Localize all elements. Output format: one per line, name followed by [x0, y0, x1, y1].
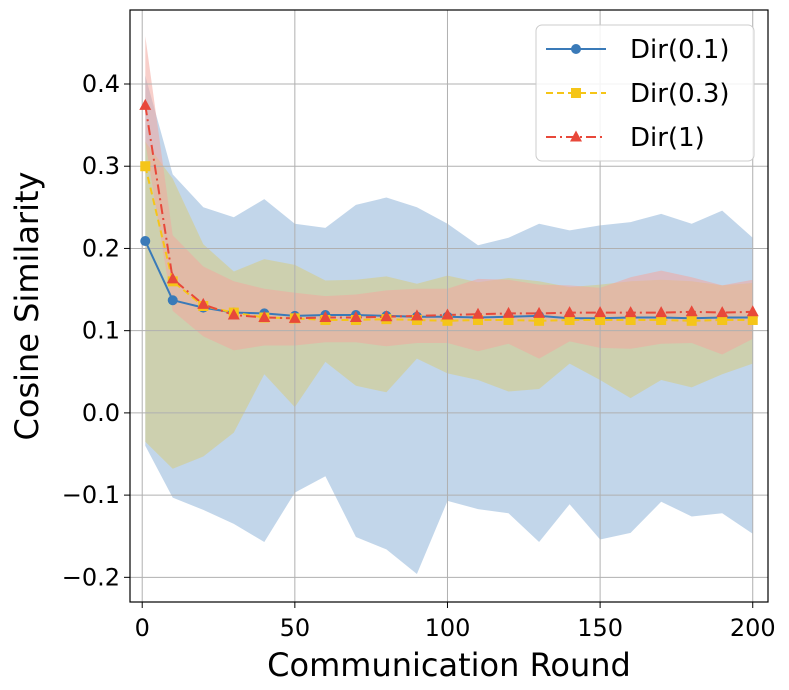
point-Dir(1): [655, 306, 668, 318]
y-tick-label: −0.2: [62, 563, 120, 591]
legend-label: Dir(1): [630, 123, 705, 153]
point-Dir(1): [139, 98, 152, 110]
point-Dir(0.3): [595, 314, 606, 325]
point-Dir(1): [716, 306, 729, 318]
point-Dir(1): [380, 310, 393, 322]
x-axis-title: Communication Round: [267, 646, 631, 684]
point-Dir(0.3): [473, 314, 483, 325]
point-Dir(1): [746, 305, 759, 317]
legend: Dir(0.1) Dir(0.3) Dir(1): [535, 24, 755, 162]
point-Dir(1): [594, 306, 607, 318]
point-Dir(1): [197, 297, 210, 309]
y-tick-label: 0.3: [82, 152, 120, 180]
point-Dir(0.3): [717, 314, 728, 325]
line-Dir(0.3): [144, 165, 753, 322]
y-tick-label: 0.2: [82, 234, 120, 262]
legend-label: Dir(0.3): [630, 79, 730, 109]
point-Dir(1): [624, 306, 637, 318]
y-axis-title: Cosine Similarity: [8, 172, 46, 441]
y-tick-label: 0.4: [82, 70, 120, 98]
y-tick-label: −0.1: [62, 481, 120, 509]
point-Dir(1): [685, 305, 698, 317]
x-axis-ticks: 0 50 100 150 200: [135, 602, 776, 642]
point-Dir(1): [502, 306, 515, 318]
band-Dir(1): [145, 36, 753, 359]
plot-frame: [129, 9, 769, 603]
grid-lines: [130, 10, 768, 602]
x-tick-label: 0: [135, 614, 150, 642]
point-Dir(1): [319, 311, 332, 323]
point-Dir(1): [166, 272, 179, 284]
point-Dir(1): [258, 311, 271, 323]
point-Dir(0.3): [656, 314, 667, 325]
series-markers: [139, 98, 759, 326]
point-Dir(1): [410, 309, 423, 321]
point-Dir(0.3): [534, 315, 545, 326]
legend-label: Dir(0.1): [630, 35, 730, 65]
point-Dir(0.3): [442, 315, 453, 326]
legend-marker-Dir(0.1): [571, 44, 581, 54]
point-Dir(0.3): [564, 314, 575, 325]
y-axis-ticks: −0.2 −0.1 0.0 0.1 0.2 0.3 0.4: [62, 70, 130, 591]
x-tick-label: 100: [425, 614, 471, 642]
point-Dir(0.3): [747, 314, 758, 325]
point-Dir(1): [563, 306, 576, 318]
point-Dir(0.3): [686, 315, 697, 326]
x-tick-label: 200: [730, 614, 776, 642]
x-tick-label: 150: [577, 614, 623, 642]
x-tick-label: 50: [280, 614, 311, 642]
y-tick-label: 0.0: [82, 399, 120, 427]
legend-marker-Dir(1): [570, 130, 582, 142]
point-Dir(0.3): [140, 161, 151, 172]
point-Dir(0.1): [167, 295, 178, 306]
point-Dir(0.3): [503, 314, 514, 325]
point-Dir(1): [227, 308, 240, 320]
point-Dir(1): [441, 308, 454, 320]
point-Dir(0.3): [625, 314, 636, 325]
legend-box: [535, 24, 755, 162]
point-Dir(0.1): [140, 236, 151, 247]
point-Dir(1): [472, 307, 484, 319]
legend-marker-Dir(0.3): [571, 88, 581, 98]
y-tick-label: 0.1: [82, 317, 120, 345]
point-Dir(1): [533, 306, 546, 318]
point-Dir(1): [349, 311, 362, 323]
point-Dir(1): [288, 311, 301, 323]
